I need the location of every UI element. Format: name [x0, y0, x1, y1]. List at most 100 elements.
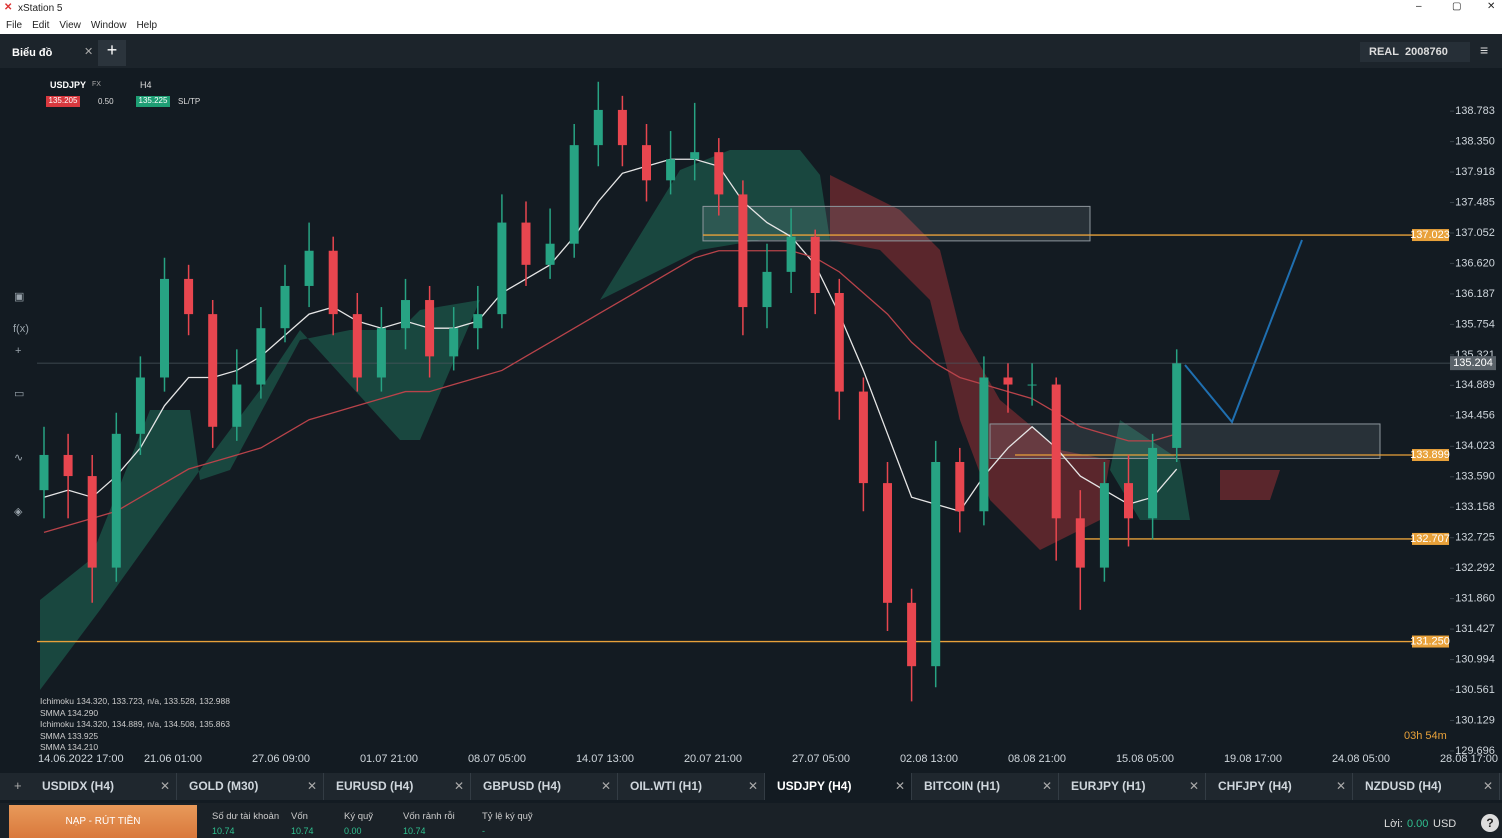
candle-body: [497, 222, 507, 315]
symbol-tab[interactable]: USDIDX (H4) ✕: [30, 773, 177, 800]
add-tab[interactable]: +: [98, 40, 126, 66]
tab-close[interactable]: ✕: [1188, 779, 1199, 793]
tab-close[interactable]: ✕: [894, 779, 905, 793]
symbol-tab[interactable]: NZDUSD (H4) ✕: [1353, 773, 1500, 800]
symbol-tab[interactable]: BITCOIN (H1) ✕: [912, 773, 1059, 800]
market: FX: [92, 81, 101, 88]
timeframe[interactable]: H4: [140, 80, 152, 90]
tab-close[interactable]: ✕: [1482, 779, 1493, 793]
price-axis: [1450, 68, 1502, 773]
candle-body: [425, 300, 435, 357]
maximize[interactable]: ▢: [1452, 1, 1462, 12]
tab-close[interactable]: ✕: [600, 779, 611, 793]
tab-label: BITCOIN (H1): [924, 779, 1000, 793]
buy-price[interactable]: 135.225: [136, 96, 170, 107]
candle-body: [1051, 384, 1061, 519]
symbol-tab[interactable]: CHFJPY (H4) ✕: [1206, 773, 1353, 800]
cloud: [830, 175, 1110, 550]
window-title: xStation 5: [18, 3, 63, 14]
menu-item[interactable]: View: [59, 20, 81, 31]
candle-body: [63, 454, 73, 477]
field-label: Số dư tài khoản: [212, 811, 280, 822]
y-tick-label: 130.129: [1455, 714, 1495, 726]
tab-close[interactable]: ✕: [453, 779, 464, 793]
volume[interactable]: 0.50: [98, 97, 114, 106]
candle-body: [1027, 384, 1037, 386]
menu-item[interactable]: Window: [90, 20, 127, 31]
tab-label: OIL.WTI (H1): [630, 779, 702, 793]
sltp[interactable]: SL/TP: [178, 97, 201, 106]
indicator: Ichimoku 134.320, 133.723, n/a, 133.528,…: [40, 696, 230, 706]
candle-body: [955, 461, 965, 512]
symbol-tab[interactable]: USDJPY (H4) ✕: [765, 773, 912, 800]
chart-tab[interactable]: Biểu đồ: [12, 47, 53, 59]
candle-body: [1003, 377, 1013, 385]
tab-label: CHFJPY (H4): [1218, 779, 1292, 793]
candle-body: [979, 377, 989, 512]
cloud: [600, 150, 830, 300]
account-bar: NẠP - RÚT TIỀN Số dư tài khoản 10.74 Vốn 10…: [0, 803, 1502, 838]
deposit-button[interactable]: NẠP - RÚT TIỀN: [9, 805, 197, 838]
tab-close[interactable]: ✕: [306, 779, 317, 793]
last-price-label: 135.204: [1453, 357, 1493, 369]
account-id[interactable]: 2008760: [1405, 46, 1448, 58]
indicator: SMMA 134.290: [40, 707, 99, 718]
symbol-tab[interactable]: GOLD (M30) ✕: [177, 773, 324, 800]
candle-body: [208, 314, 218, 427]
candle-body: [810, 236, 820, 293]
y-tick-label: 131.860: [1455, 592, 1495, 604]
profit-label: Lời:: [1384, 818, 1403, 830]
candle-body: [160, 278, 169, 378]
menu-icon[interactable]: ≡: [1480, 42, 1489, 58]
close[interactable]: ✕: [1487, 1, 1496, 12]
field-label: Tỷ lệ ký quỹ: [482, 811, 533, 822]
symbol[interactable]: USDJPY: [50, 80, 87, 90]
tab-close[interactable]: ✕: [84, 46, 94, 58]
field-value: 10.74: [212, 826, 235, 836]
help[interactable]: ?: [1481, 814, 1499, 832]
y-tick-label: 132.725: [1455, 532, 1495, 544]
x-tick-label: 27.07 05:00: [792, 753, 850, 765]
symbol-tab[interactable]: EURUSD (H4) ✕: [324, 773, 471, 800]
candle-body: [545, 243, 555, 265]
candle-body: [858, 391, 868, 484]
y-tick-label: 132.292: [1455, 562, 1495, 574]
candle-body: [232, 384, 242, 427]
candle-body: [449, 328, 459, 357]
candle-body: [87, 476, 97, 568]
tab-close[interactable]: ✕: [747, 779, 758, 793]
level-label: 132.707: [1410, 533, 1450, 545]
candle-body: [883, 483, 892, 603]
last-price-tag: [1450, 356, 1496, 371]
tab-close[interactable]: ✕: [159, 779, 170, 793]
y-tick-label: 130.561: [1455, 684, 1495, 696]
account-type[interactable]: REAL: [1369, 46, 1399, 58]
x-tick-label: 19.08 17:00: [1224, 753, 1282, 765]
candle-body: [328, 250, 338, 315]
level-tag: [1412, 635, 1449, 648]
candle-body: [376, 328, 386, 378]
menu-item[interactable]: File: [6, 20, 23, 31]
symbol-tab[interactable]: EURJPY (H1) ✕: [1059, 773, 1206, 800]
tab-close[interactable]: ✕: [1041, 779, 1052, 793]
candle-body: [521, 222, 531, 265]
x-tick-label: 08.07 05:00: [468, 753, 526, 765]
symbol-tab[interactable]: GBPUSD (H4) ✕: [471, 773, 618, 800]
level-label: 137.023: [1410, 229, 1450, 241]
field-label: Vốn: [291, 811, 308, 822]
x-tick-label: 08.08 21:00: [1008, 753, 1066, 765]
sell-price[interactable]: 135.205: [46, 96, 80, 107]
minimize[interactable]: –: [1416, 1, 1422, 12]
y-tick-label: 138.783: [1455, 105, 1495, 117]
y-tick-label: 137.052: [1455, 227, 1495, 239]
symbol-tab[interactable]: OIL.WTI (H1) ✕: [618, 773, 765, 800]
tab-label: USDJPY (H4): [777, 779, 852, 793]
menu-item[interactable]: Help: [136, 20, 158, 31]
candle-body: [401, 300, 410, 329]
candle-body: [135, 377, 145, 434]
menu-item[interactable]: Edit: [32, 20, 50, 31]
tab-close[interactable]: ✕: [1335, 779, 1346, 793]
level-tag: [1412, 229, 1449, 242]
field-value: 10.74: [403, 826, 426, 836]
left-tools: ▣ f(x) + ▭ ∿ ◈: [13, 291, 29, 518]
